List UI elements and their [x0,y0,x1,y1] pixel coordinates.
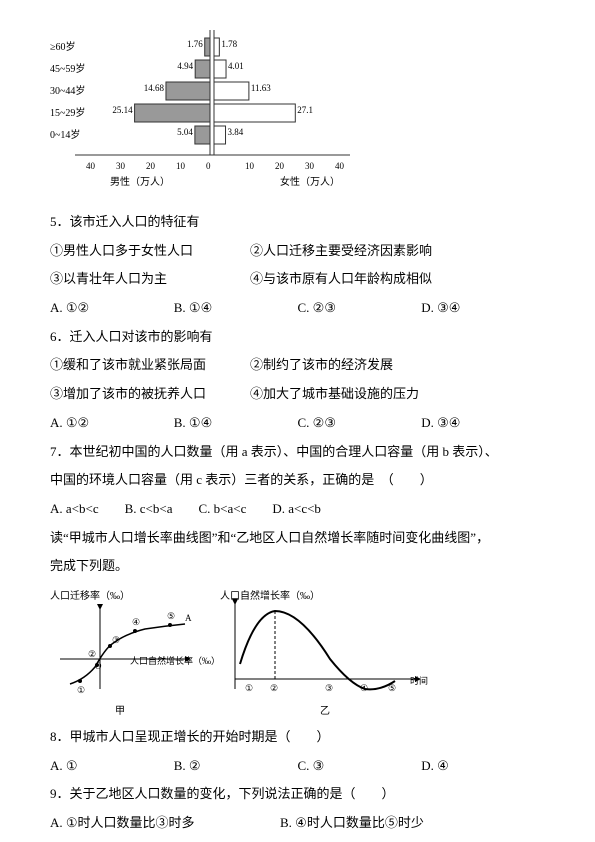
q5-stem: 5．该市迁入人口的特征有 [50,210,545,235]
q6-s4: ④加大了城市基础设施的压力 [250,386,419,401]
q8-opt-a: A. ① [50,754,174,779]
xtick: 10 [176,158,185,175]
svg-text:4.94: 4.94 [177,61,193,71]
q9-stem: 9．关于乙地区人口数量的变化，下列说法正确的是（ ） [50,782,545,807]
q7-opts: A. a<b<c B. c<b<a C. b<a<c D. a<c<b [50,497,545,522]
q5-opt-b: B. ①④ [174,296,298,321]
q5-s2: ②人口迁移主要受经济因素影响 [250,243,432,258]
xtick: 40 [86,158,95,175]
svg-text:1.76: 1.76 [187,39,203,49]
q5-opt-a: A. ①② [50,296,174,321]
svg-text:②: ② [88,649,96,659]
left-caption: 甲 [115,702,125,721]
intro2-l1: 读“甲城市人口增长率曲线图”和“乙地区人口自然增长率随时间变化曲线图”， [50,526,545,551]
q8-stem: 8．甲城市人口呈现正增长的开始时期是（ ） [50,725,545,750]
right-caption: 乙 [320,702,330,721]
pyr-ylabel-3: 15~29岁 [50,104,85,123]
left-xlabel: 人口自然增长率（‰） [130,653,220,670]
svg-text:⑤: ⑤ [388,683,396,693]
curve-charts: 人口迁移率（‰） ① ② ③ ④ ⑤ A O 人口自然增长率（‰） 甲 人口自然… [50,587,450,717]
svg-text:3.84: 3.84 [228,127,244,137]
svg-text:④: ④ [132,617,140,627]
population-pyramid-chart: 1.76 1.78 4.94 4.01 14.68 11.63 25.14 27.1 5.04 3… [50,30,390,200]
q6-opt-b: B. ①④ [174,411,298,436]
pyr-ylabel-4: 0~14岁 [50,126,80,145]
q5-opt-c: C. ②③ [298,296,422,321]
q5-s1: ①男性人口多于女性人口 [50,239,250,264]
q9-s1: A. ①时人口数量比③时多 [50,811,280,836]
xtick: 10 [245,158,254,175]
right-xlabel: 时间 [410,673,428,690]
svg-text:③: ③ [325,683,333,693]
q7-line1: 7．本世纪初中国的人口数量（用 a 表示）、中国的合理人口容量（用 b 表示）、 [50,440,545,465]
q5-s4: ④与该市原有人口年龄构成相似 [250,271,432,286]
svg-text:③: ③ [112,635,120,645]
svg-text:②: ② [270,683,278,693]
intro2-l2: 完成下列题。 [50,554,545,579]
q6-opt-d: D. ③④ [421,411,545,436]
svg-text:①: ① [245,683,253,693]
q6-stem: 6．迁入人口对该市的影响有 [50,325,545,350]
q7-line2: 中国的环境人口容量（用 c 表示）三者的关系，正确的是 （ ） [50,468,545,493]
pyr-ylabel-2: 30~44岁 [50,82,85,101]
q8-opt-d: D. ④ [421,754,545,779]
svg-text:O: O [95,661,102,671]
q6-opt-a: A. ①② [50,411,174,436]
pyr-ylabel-1: 45~59岁 [50,60,85,79]
svg-text:25.14: 25.14 [112,105,133,115]
svg-text:⑤: ⑤ [167,611,175,621]
svg-text:④: ④ [360,683,368,693]
q5-opt-d: D. ③④ [421,296,545,321]
q6-s2: ②制约了该市的经济发展 [250,357,393,372]
svg-text:5.04: 5.04 [177,127,193,137]
left-axis-label: 男性（万人） [110,173,170,192]
q6-opt-c: C. ②③ [298,411,422,436]
svg-text:A: A [185,613,192,623]
svg-text:11.63: 11.63 [251,83,271,93]
q6-s1: ①缓和了该市就业紧张局面 [50,353,250,378]
q8-opt-b: B. ② [174,754,298,779]
svg-text:27.1: 27.1 [297,105,313,115]
q5-s3: ③以青壮年人口为主 [50,267,250,292]
pyr-ylabel-0: ≥60岁 [50,38,76,57]
right-axis-label: 女性（万人） [280,173,340,192]
xtick: 0 [206,158,211,175]
svg-text:4.01: 4.01 [228,61,244,71]
svg-text:14.68: 14.68 [144,83,165,93]
q8-opt-c: C. ③ [298,754,422,779]
svg-text:①: ① [77,685,85,695]
q9-s2: B. ④时人口数量比⑤时少 [280,815,424,830]
q6-s3: ③增加了该市的被抚养人口 [50,382,250,407]
svg-text:1.78: 1.78 [221,39,237,49]
